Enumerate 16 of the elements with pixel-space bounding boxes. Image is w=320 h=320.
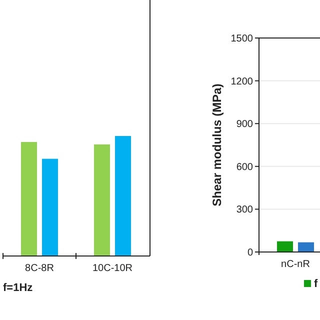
- x-tick-label: 10C-10R: [92, 263, 133, 274]
- y-tick-label: 600: [236, 162, 254, 173]
- bar: [94, 144, 110, 256]
- bar: [21, 142, 37, 256]
- text: f=1Hz: [3, 282, 34, 294]
- x-tick-label: nC-nR: [281, 259, 310, 270]
- bar: [42, 158, 58, 256]
- y-tick-label: 0: [247, 248, 254, 258]
- y-tick-label: 1500: [230, 34, 254, 44]
- y-tick-label: 300: [236, 204, 254, 216]
- x-tick-label: 8C-8R: [25, 263, 54, 274]
- y-tick-label: 1200: [230, 76, 254, 88]
- bar: [115, 136, 131, 256]
- y-tick-label: 900: [236, 119, 254, 130]
- y-axis-title: Shear modulus (MPa): [210, 84, 224, 206]
- legend-label: f: [314, 278, 318, 290]
